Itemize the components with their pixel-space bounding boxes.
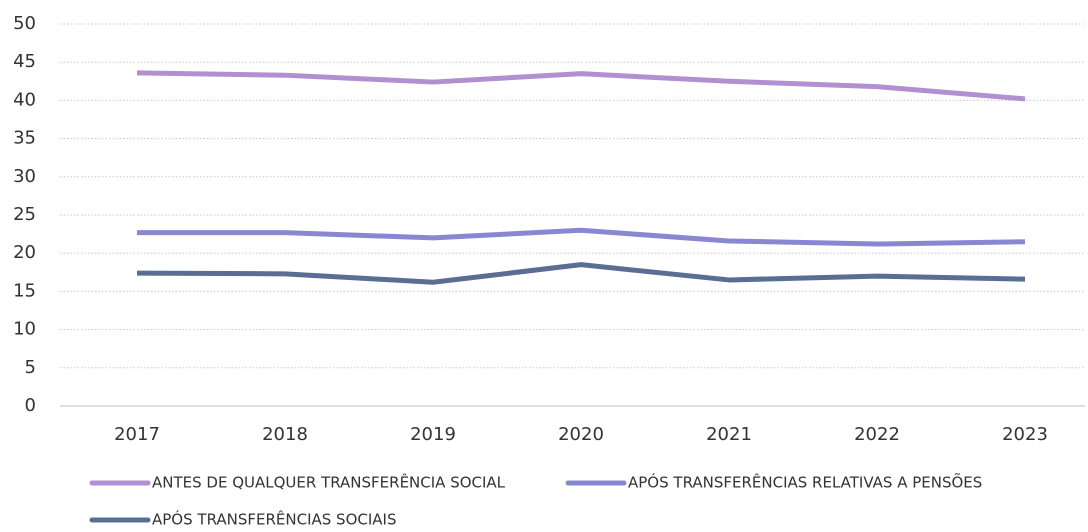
series-line — [136, 262, 1026, 285]
x-tick-label: 2019 — [410, 424, 456, 445]
y-tick-label: 40 — [13, 89, 36, 110]
y-tick-label: 0 — [25, 395, 36, 416]
series-line — [137, 227, 1026, 247]
x-tick-label: 2017 — [114, 424, 160, 445]
legend-label: ANTES DE QUALQUER TRANSFERÊNCIA SOCIAL — [152, 473, 506, 492]
y-tick-label: 50 — [13, 13, 36, 34]
series-line — [136, 70, 1026, 102]
x-tick-label: 2021 — [706, 424, 752, 445]
y-tick-label: 35 — [13, 128, 36, 149]
y-tick-label: 25 — [13, 204, 36, 225]
y-tick-label: 10 — [13, 319, 36, 340]
x-tick-label: 2020 — [558, 424, 604, 445]
y-tick-label: 45 — [13, 51, 36, 72]
x-tick-label: 2022 — [854, 424, 900, 445]
legend-label: APÓS TRANSFERÊNCIAS SOCIAIS — [152, 510, 397, 529]
y-tick-label: 20 — [13, 242, 36, 263]
y-tick-label: 15 — [13, 280, 36, 301]
y-tick-label: 5 — [25, 357, 36, 378]
legend-label: APÓS TRANSFERÊNCIAS RELATIVAS A PENSÕES — [628, 473, 982, 492]
x-tick-label: 2018 — [262, 424, 308, 445]
x-tick-label: 2023 — [1002, 424, 1048, 445]
y-tick-label: 30 — [13, 166, 36, 187]
